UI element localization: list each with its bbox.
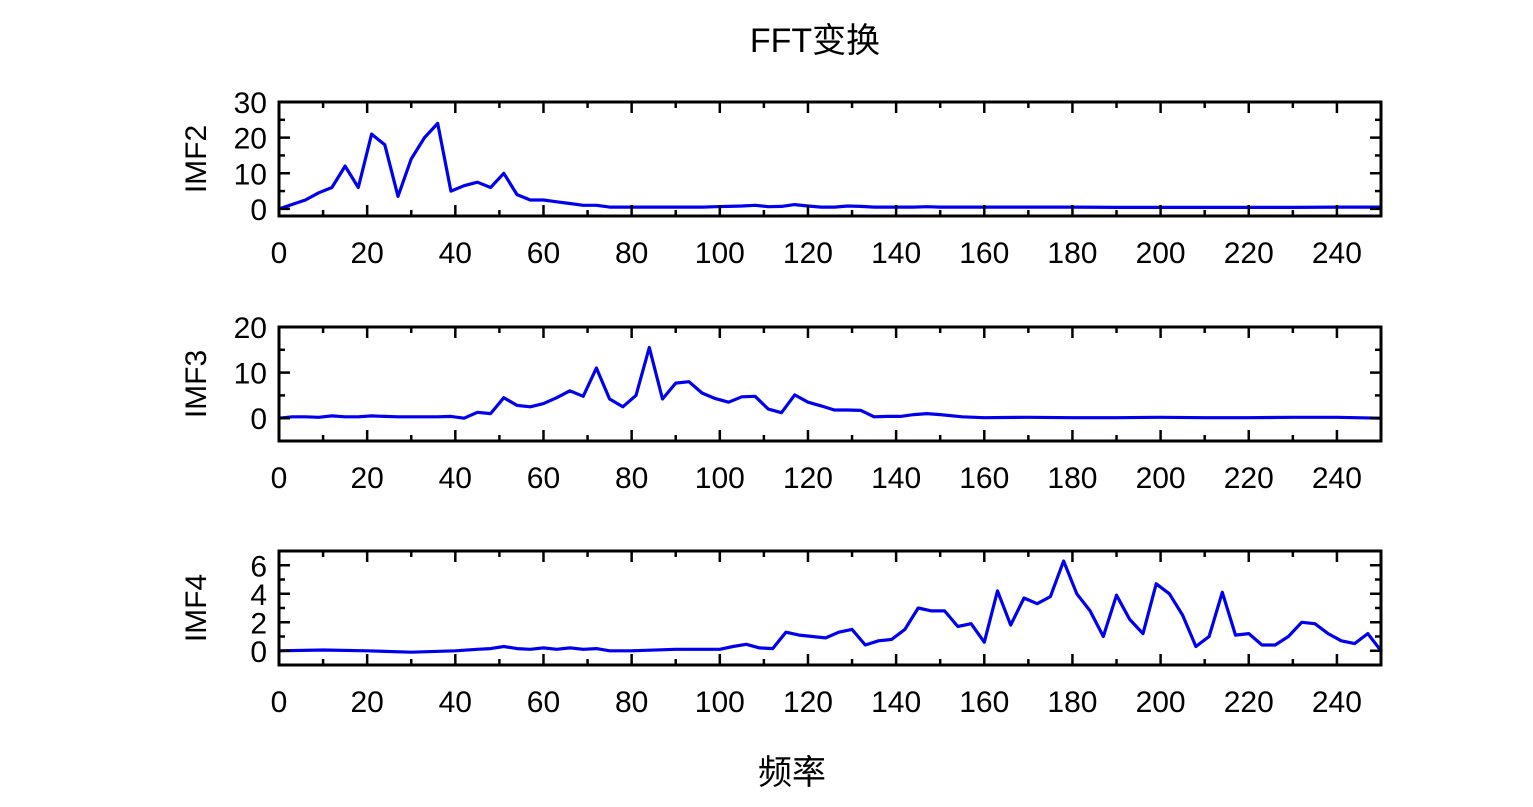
subplot-imf3: 0 20 40 60 80 100 120 140 160 180 200 220 240 0 10 20 IM… — [180, 312, 1383, 495]
y-tick-label: 2 — [250, 607, 267, 640]
x-tick-label: 0 — [271, 237, 288, 270]
x-tick-label: 60 — [527, 462, 560, 495]
x-tick-label: 200 — [1136, 237, 1186, 270]
x-tick-label: 100 — [695, 462, 745, 495]
x-tick-label: 120 — [783, 686, 833, 719]
figure-title: FFT变换 — [750, 22, 880, 60]
y-axis-label: IMF4 — [180, 574, 213, 642]
x-tick-label: 180 — [1047, 686, 1097, 719]
y-tick-label: 0 — [250, 194, 267, 227]
x-tick-label: 0 — [271, 686, 288, 719]
x-tick-label: 80 — [615, 462, 648, 495]
y-tick-label: 10 — [234, 158, 267, 191]
x-tick-label: 140 — [871, 462, 921, 495]
x-tick-label: 80 — [615, 237, 648, 270]
axes-frame — [277, 100, 1383, 218]
y-tick-label: 0 — [250, 403, 267, 436]
y-tick-label: 20 — [234, 312, 267, 345]
y-tick-label: 10 — [234, 358, 267, 391]
x-tick-label: 240 — [1312, 462, 1362, 495]
y-tick-label: 20 — [234, 123, 267, 156]
x-tick-label: 120 — [783, 462, 833, 495]
x-tick-label: 200 — [1136, 686, 1186, 719]
series-line-imf4 — [277, 559, 1383, 654]
x-tick-label: 120 — [783, 237, 833, 270]
subplot-imf2: 0 20 40 60 80 100 120 140 160 180 200 220 2400102030… — [180, 87, 1383, 270]
y-tick-label: 6 — [250, 550, 267, 583]
series-line-imf2 — [277, 121, 1383, 211]
x-tick-label: 80 — [615, 686, 648, 719]
x-tick-label: 0 — [271, 462, 288, 495]
axes-frame — [277, 325, 1383, 443]
x-tick-label: 180 — [1047, 462, 1097, 495]
x-tick-label: 160 — [959, 462, 1009, 495]
x-tick-label: 140 — [871, 686, 921, 719]
axes-frame — [277, 549, 1383, 667]
series-line-imf3 — [277, 345, 1383, 420]
x-tick-label: 20 — [350, 462, 383, 495]
x-tick-label: 220 — [1224, 237, 1274, 270]
subplot-imf4: 0 20 40 60 80 100 120 140 160 180 200 220 2400246IMF… — [180, 549, 1383, 719]
x-tick-label: 240 — [1312, 237, 1362, 270]
y-tick-label: 4 — [250, 579, 267, 612]
subplots: 0 20 40 60 80 100 120 140 160 180 200 220 2400102030… — [180, 87, 1383, 719]
x-tick-label: 160 — [959, 686, 1009, 719]
y-axis-label: IMF3 — [180, 350, 213, 418]
x-tick-label: 140 — [871, 237, 921, 270]
x-tick-label: 20 — [350, 686, 383, 719]
x-tick-label: 200 — [1136, 462, 1186, 495]
x-tick-label: 220 — [1224, 686, 1274, 719]
y-tick-label: 30 — [234, 87, 267, 120]
x-axis-label: 频率 — [758, 754, 826, 792]
y-axis-label: IMF2 — [180, 125, 213, 193]
x-tick-label: 60 — [527, 686, 560, 719]
x-tick-label: 220 — [1224, 462, 1274, 495]
x-tick-label: 100 — [695, 686, 745, 719]
x-tick-label: 40 — [439, 686, 472, 719]
x-tick-label: 240 — [1312, 686, 1362, 719]
y-tick-label: 0 — [250, 636, 267, 669]
x-tick-label: 180 — [1047, 237, 1097, 270]
x-tick-label: 40 — [439, 237, 472, 270]
x-tick-label: 60 — [527, 237, 560, 270]
x-tick-label: 20 — [350, 237, 383, 270]
x-tick-label: 160 — [959, 237, 1009, 270]
x-tick-label: 40 — [439, 462, 472, 495]
x-tick-label: 100 — [695, 237, 745, 270]
